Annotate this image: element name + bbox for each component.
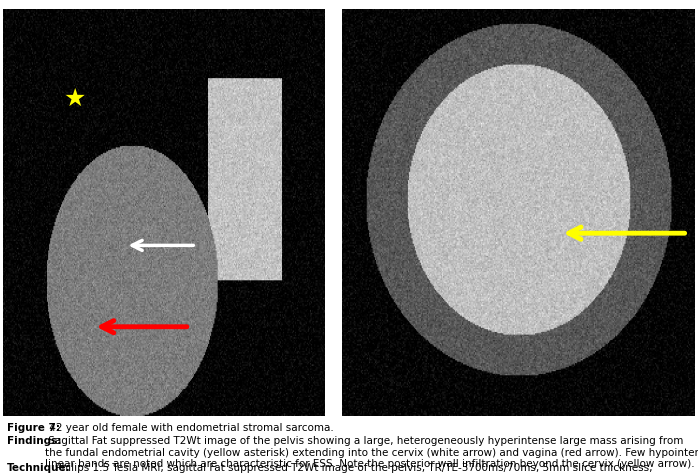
Text: 42 year old female with endometrial stromal sarcoma.: 42 year old female with endometrial stro… (46, 423, 334, 433)
Text: Philips 1.5 Tesla MRI, sagittal Fat suppressed T2Wt image of the pelvis, TR/TE-3: Philips 1.5 Tesla MRI, sagittal Fat supp… (52, 463, 653, 473)
Text: Technique:: Technique: (7, 463, 70, 473)
Text: ★: ★ (63, 87, 85, 111)
Text: Findings:: Findings: (7, 436, 61, 446)
Text: Figure 7:: Figure 7: (7, 423, 60, 433)
Text: Sagittal Fat suppressed T2Wt image of the pelvis showing a large, heterogeneousl: Sagittal Fat suppressed T2Wt image of th… (45, 436, 698, 469)
